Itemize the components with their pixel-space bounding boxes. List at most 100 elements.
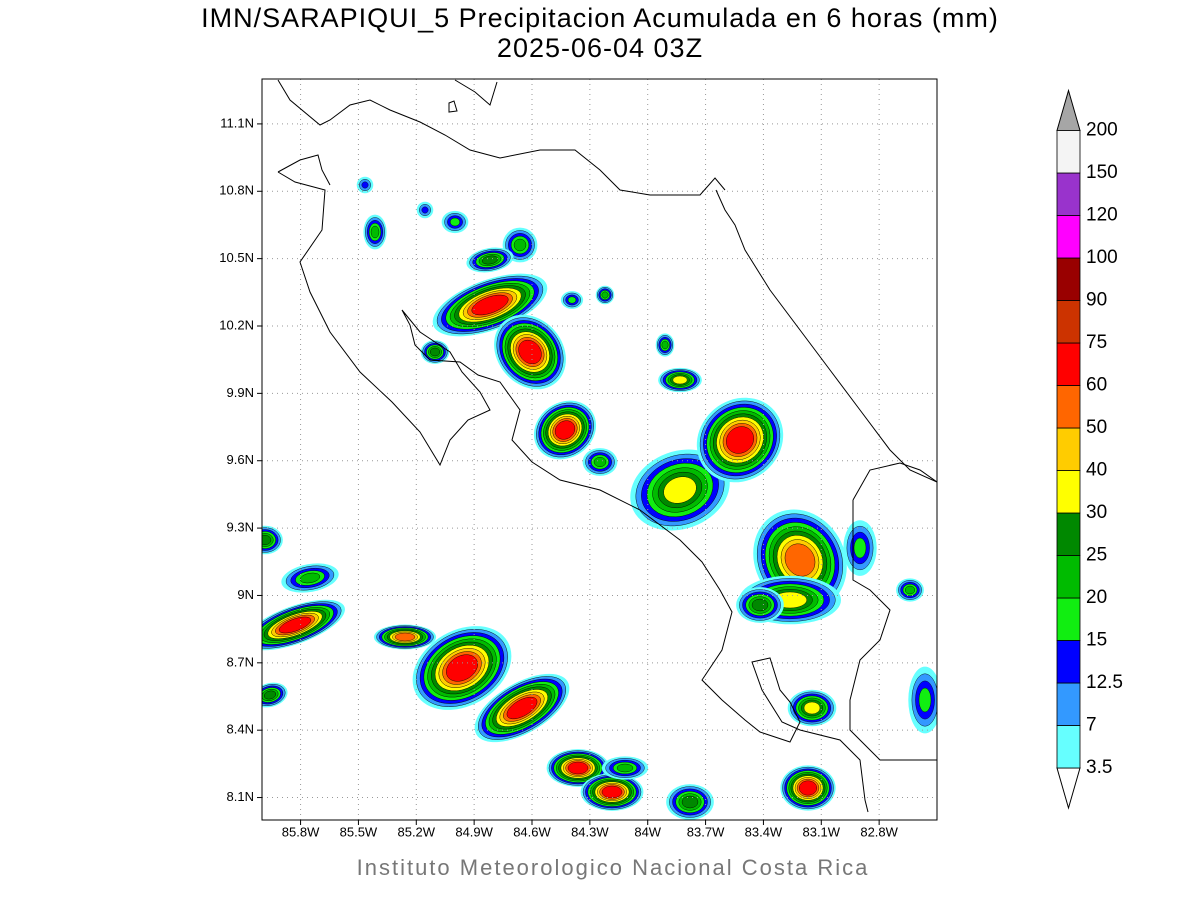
footer: Instituto Meteorologico Nacional Costa R… bbox=[357, 855, 870, 880]
precip-contour bbox=[784, 543, 816, 577]
colorbar-box bbox=[1056, 597, 1081, 641]
grid: 85.8W 85.5W 85.2W 84.9W 84.6W 84.3W 84W 83.7W 83… bbox=[219, 79, 937, 839]
precip-contour bbox=[661, 340, 669, 350]
precip-contour bbox=[446, 654, 478, 682]
colorbar-box bbox=[1056, 512, 1081, 556]
coastlines bbox=[277, 79, 937, 813]
precip-contour bbox=[803, 701, 821, 715]
precipitation-field bbox=[262, 176, 937, 820]
colorbar-box bbox=[1056, 385, 1081, 429]
precip-contour bbox=[918, 687, 932, 713]
colorbar-label: 15 bbox=[1086, 630, 1107, 651]
precip-contour bbox=[421, 206, 429, 214]
colorbar-label: 150 bbox=[1086, 162, 1118, 183]
colorbar-label: 90 bbox=[1086, 290, 1107, 311]
y-tick-label: 9.3N bbox=[227, 520, 254, 535]
precip-contour bbox=[799, 780, 818, 796]
x-tick-label: 84.3W bbox=[571, 824, 609, 839]
border bbox=[277, 154, 331, 186]
x-tick-label: 82.8W bbox=[860, 824, 898, 839]
precip-contour bbox=[450, 217, 461, 227]
precip-contour bbox=[567, 761, 589, 775]
y-tick-label: 10.2N bbox=[219, 317, 254, 332]
coastline bbox=[715, 189, 937, 483]
colorbar-label: 75 bbox=[1086, 332, 1107, 353]
colorbar-box bbox=[1056, 342, 1081, 386]
precip-contour bbox=[905, 585, 916, 595]
colorbar-box bbox=[1056, 172, 1081, 216]
y-tick-label: 10.8N bbox=[219, 183, 254, 198]
colorbar-label: 200 bbox=[1086, 120, 1118, 141]
coastline bbox=[852, 462, 937, 501]
colorbar-label: 120 bbox=[1086, 205, 1118, 226]
colorbar-label: 50 bbox=[1086, 417, 1107, 438]
precip-contour bbox=[518, 339, 542, 365]
y-tick-label: 9N bbox=[237, 587, 254, 602]
precip-contour bbox=[751, 598, 769, 612]
colorbar-box bbox=[1056, 427, 1081, 471]
precip-contour bbox=[853, 537, 867, 559]
colorbar-box bbox=[1056, 470, 1081, 514]
title: IMN/SARAPIQUI_5 Precipitacion Acumulada … bbox=[201, 3, 999, 33]
colorbar-box bbox=[1056, 725, 1081, 769]
colorbar-label: 12.5 bbox=[1086, 672, 1123, 693]
x-tick-label: 84.6W bbox=[513, 824, 551, 839]
x-tick-label: 85.8W bbox=[282, 824, 320, 839]
x-tick-label: 85.5W bbox=[340, 824, 378, 839]
precip-contour bbox=[262, 535, 272, 545]
colorbar-label: 20 bbox=[1086, 587, 1107, 608]
plot-frame bbox=[261, 78, 938, 821]
island bbox=[448, 100, 458, 113]
y-tick-label: 8.4N bbox=[227, 722, 254, 737]
subtitle: 2025-06-04 03Z bbox=[497, 33, 703, 63]
x-tick-label: 83.4W bbox=[745, 824, 783, 839]
colorbar-box bbox=[1056, 257, 1081, 301]
precip-contour bbox=[430, 347, 441, 357]
colorbar-over bbox=[1056, 88, 1081, 131]
x-tick-label: 85.2W bbox=[397, 824, 435, 839]
colorbar-box bbox=[1056, 682, 1081, 726]
x-tick-label: 83.1W bbox=[802, 824, 840, 839]
precip-contour bbox=[278, 616, 312, 634]
precip-contour bbox=[394, 632, 416, 642]
precip-contour bbox=[726, 426, 754, 454]
coastline bbox=[277, 79, 726, 196]
y-tick-label: 10.5N bbox=[219, 250, 254, 265]
colorbar-box bbox=[1056, 555, 1081, 599]
y-tick-label: 9.6N bbox=[227, 452, 254, 467]
colorbar-box bbox=[1056, 300, 1081, 344]
precip-contour bbox=[567, 296, 577, 304]
precip-contour bbox=[663, 476, 697, 504]
x-tick-label: 84W bbox=[634, 824, 661, 839]
colorbar-box bbox=[1056, 215, 1081, 259]
colorbar-label: 7 bbox=[1086, 715, 1097, 736]
x-tick-label: 84.9W bbox=[455, 824, 493, 839]
precip-contour bbox=[601, 291, 609, 299]
colorbar-label: 25 bbox=[1086, 545, 1107, 566]
precip-contour bbox=[370, 225, 380, 239]
coastline bbox=[454, 79, 498, 106]
precip-contour bbox=[471, 294, 509, 316]
precip-contour bbox=[672, 375, 688, 385]
precip-contour bbox=[263, 690, 277, 700]
y-tick-label: 11.1N bbox=[220, 115, 254, 130]
precip-contour bbox=[513, 238, 527, 252]
precip-contour bbox=[554, 420, 576, 440]
border bbox=[849, 500, 937, 761]
x-tick-label: 83.7W bbox=[687, 824, 725, 839]
precip-contour bbox=[616, 763, 634, 773]
colorbar-label: 40 bbox=[1086, 460, 1107, 481]
precip-contour bbox=[506, 696, 538, 720]
colorbar-box bbox=[1056, 130, 1081, 174]
colorbar-label: 30 bbox=[1086, 502, 1107, 523]
colorbar-box bbox=[1056, 640, 1081, 684]
y-tick-label: 8.7N bbox=[227, 654, 254, 669]
y-tick-label: 8.1N bbox=[227, 789, 254, 804]
precip-contour bbox=[361, 181, 369, 189]
colorbar-label: 60 bbox=[1086, 375, 1107, 396]
colorbar: 3.5 7 12.5 15 20 25 30 40 50 60 75 90 100 120 150 200 bbox=[1056, 88, 1123, 810]
precip-contour bbox=[681, 795, 699, 809]
y-tick-label: 9.9N bbox=[227, 385, 254, 400]
precip-contour bbox=[593, 457, 607, 468]
